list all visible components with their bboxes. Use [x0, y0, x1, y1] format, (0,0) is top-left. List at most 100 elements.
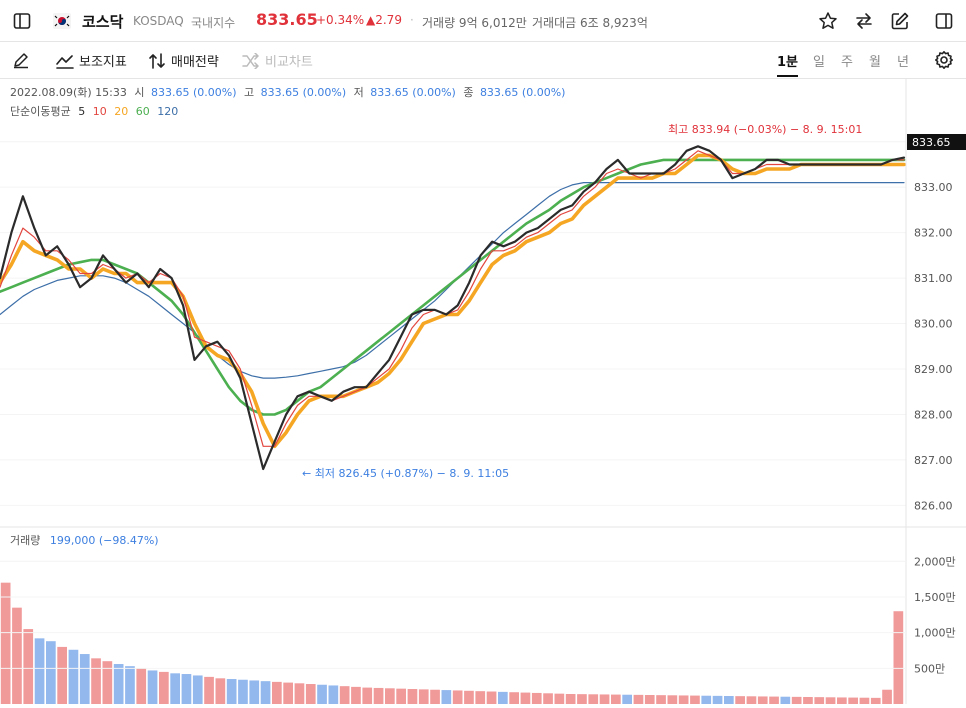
top-bar: 코스닥 KOSDAQ 국내지수 833.65 +0.34% ▲2.79 · 거래…	[0, 0, 966, 42]
gear-icon	[935, 51, 953, 69]
volume-bar	[113, 664, 124, 704]
volume-bar	[848, 697, 858, 704]
up-down-arrows-icon	[149, 52, 165, 69]
change-amount: ▲2.79	[366, 13, 402, 27]
ma-line-5	[0, 145, 906, 471]
price-chart-svg[interactable]: 2022.08.09(화) 15:33 시 833.65 (0.00%) 고 8…	[0, 79, 966, 704]
info-close-label: 종	[463, 86, 473, 99]
volume-bar	[215, 678, 226, 704]
volume-bar	[814, 697, 825, 704]
volume-bar	[452, 690, 463, 704]
volume-tick-label: 1,000만	[914, 627, 956, 640]
svg-text:2022.08.09(화) 15:33 시: 2022.08.09(화) 15:33 시 833.65 (0.00%) 고 8…	[10, 86, 565, 99]
volume-bar	[125, 666, 135, 704]
panel-toggle-icon[interactable]	[934, 11, 954, 31]
volume-bar	[780, 696, 791, 704]
ma-legend-10: 10	[93, 105, 107, 118]
period-month-tab[interactable]: 월	[869, 55, 881, 70]
ma-legend-label: 단순이동평균	[10, 105, 71, 118]
volume-bar	[565, 694, 576, 704]
volume-bar	[34, 638, 45, 704]
volume-bar	[204, 676, 214, 704]
volume-tick-label: 1,500만	[914, 591, 956, 604]
period-day-tab[interactable]: 일	[813, 55, 825, 70]
price-tick-label: 826.00	[914, 499, 953, 512]
volume-bar	[599, 694, 610, 704]
volume-summary: 거래량 9억 6,012만	[422, 16, 527, 30]
volume-bar	[238, 679, 248, 704]
volume-bar	[791, 696, 802, 704]
ma-legend-120: 120	[157, 105, 178, 118]
star-icon[interactable]	[818, 11, 838, 31]
last-price-tag-bg	[907, 134, 966, 150]
volume-bar	[136, 668, 147, 704]
ma-legend-20: 20	[114, 105, 128, 118]
volume-bar	[181, 674, 192, 704]
volume-bar	[769, 696, 779, 704]
period-year-tab[interactable]: 년	[897, 55, 909, 70]
korea-flag-icon	[53, 13, 71, 29]
ma-line-60	[0, 158, 906, 416]
volume-value: 199,000 (−98.47%)	[50, 534, 159, 547]
sidebar-toggle-icon[interactable]	[12, 11, 32, 31]
pencil-icon	[14, 53, 28, 69]
info-datetime: 2022.08.09(화) 15:33	[10, 86, 127, 99]
info-open-label: 시	[134, 86, 144, 99]
edit-icon[interactable]	[890, 11, 910, 31]
header-separator: ·	[410, 13, 414, 27]
volume-bar	[351, 686, 361, 704]
volume-bar	[678, 695, 689, 704]
volume-bar	[498, 691, 508, 704]
info-open: 833.65 (0.00%)	[151, 86, 237, 99]
volume-bar	[339, 686, 350, 704]
indicator-chart-icon	[56, 54, 74, 69]
chart-settings-button[interactable]	[934, 50, 954, 70]
swap-icon[interactable]	[854, 11, 874, 31]
volume-bar	[317, 684, 327, 704]
volume-bar	[79, 654, 90, 704]
volume-bar	[509, 692, 519, 704]
volume-bar	[12, 607, 22, 704]
volume-bar	[373, 687, 384, 704]
volume-bar	[46, 641, 56, 704]
volume-bar	[170, 673, 180, 704]
volume-bar	[464, 690, 474, 704]
draw-tool-button[interactable]	[12, 51, 35, 69]
volume-bar	[396, 688, 406, 704]
volume-bar	[870, 697, 881, 704]
volume-bar	[249, 680, 260, 704]
ma-legend-5: 5	[78, 105, 85, 118]
volume-bar	[712, 695, 723, 704]
volume-bar	[418, 689, 429, 704]
info-high-label: 고	[244, 86, 254, 99]
chart-area[interactable]: 2022.08.09(화) 15:33 시 833.65 (0.00%) 고 8…	[0, 79, 966, 704]
volume-bar	[283, 682, 293, 704]
period-1min-tab[interactable]: 1분	[777, 51, 799, 77]
volume-bar	[486, 691, 497, 704]
indicators-button[interactable]: 보조지표	[56, 51, 127, 70]
volume-bar	[520, 692, 531, 704]
volume-bar	[859, 697, 870, 704]
volume-bar	[837, 697, 847, 704]
price-tick-label: 833.00	[914, 181, 953, 194]
volume-bar	[294, 683, 305, 704]
volume-bar	[430, 689, 440, 704]
volume-bar	[192, 675, 203, 704]
max-price-annotation: 최고 833.94 (−0.03%) − 8. 9. 15:01	[668, 123, 862, 136]
volume-bar	[407, 689, 418, 704]
svg-text:거래량 199,000 (−98.47%): 거래량 199,000 (−98.47%)	[10, 534, 159, 547]
volume-bar	[91, 658, 101, 704]
period-week-tab[interactable]: 주	[841, 55, 853, 70]
amount-summary: 거래대금 6조 8,923억	[532, 16, 648, 30]
volume-bar	[690, 695, 700, 704]
info-high: 833.65 (0.00%)	[261, 86, 347, 99]
price-tick-label: 827.00	[914, 454, 953, 467]
volume-bar	[893, 611, 904, 704]
price-tick-label: 831.00	[914, 272, 953, 285]
volume-bar	[656, 695, 666, 704]
strategy-button[interactable]: 매매전략	[148, 51, 219, 70]
volume-bar	[803, 697, 813, 704]
volume-bar	[701, 695, 712, 704]
compare-chart-button[interactable]: 비교차트	[242, 51, 313, 70]
info-low-label: 저	[354, 86, 364, 99]
